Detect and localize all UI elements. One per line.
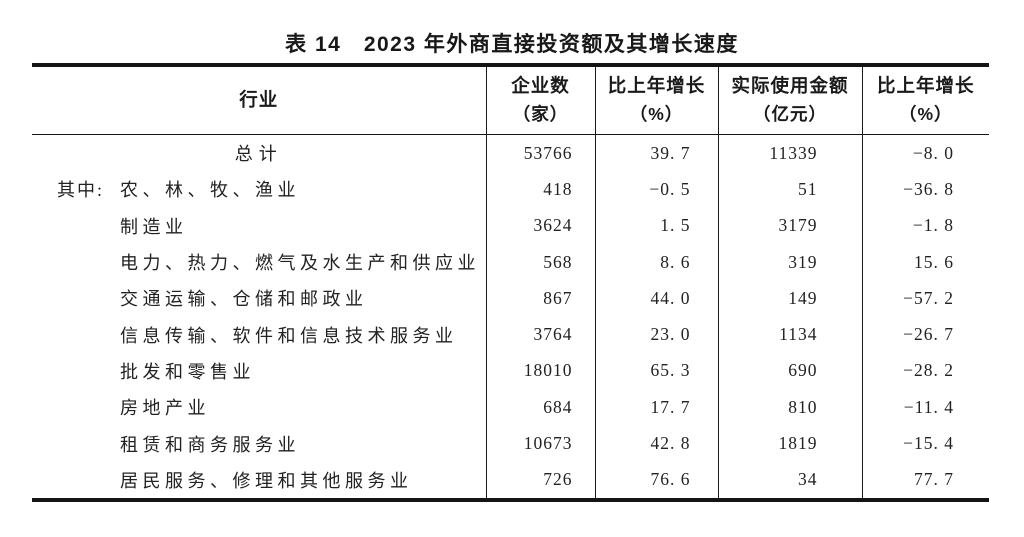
amount-cell: 51 bbox=[717, 171, 862, 208]
enterprises-cell: 867 bbox=[485, 280, 595, 317]
amount-growth-yoy-cell: −8. 0 bbox=[861, 134, 989, 172]
table-row: 制造业 3624 1. 5 3179 −1. 8 bbox=[32, 207, 989, 244]
growth-yoy-cell: 44. 0 bbox=[594, 280, 718, 317]
amount-growth-yoy-cell: −28. 2 bbox=[861, 352, 989, 390]
column-header-growth-yoy: 比上年增长 （%） bbox=[594, 65, 718, 135]
industry-cell: 房地产业 bbox=[120, 398, 210, 419]
industry-cell: 电力、热力、燃气及水生产和供应业 bbox=[120, 253, 480, 274]
amount-growth-yoy-cell: 77. 7 bbox=[861, 461, 989, 500]
enterprises-cell: 568 bbox=[485, 243, 595, 281]
header-row: 行业 企业数 （家） 比上年增长 （%） 实际使用金额 （亿元） 比上年增长 （… bbox=[32, 65, 989, 135]
amount-cell: 810 bbox=[717, 389, 862, 426]
growth-yoy-cell: −0. 5 bbox=[594, 171, 718, 208]
table-row: 总计 53766 39. 7 11339 −8. 0 bbox=[32, 134, 989, 172]
table-row: 居民服务、修理和其他服务业 726 76. 6 34 77. 7 bbox=[32, 461, 989, 500]
row-prefix: 其中: bbox=[57, 180, 105, 201]
industry-cell: 租赁和商务服务业 bbox=[120, 434, 300, 455]
amount-cell: 1134 bbox=[717, 316, 862, 353]
table-row: 电力、热力、燃气及水生产和供应业 568 8. 6 319 15. 6 bbox=[32, 243, 989, 281]
industry-cell: 交通运输、仓储和邮政业 bbox=[120, 289, 368, 310]
growth-yoy-cell: 17. 7 bbox=[594, 389, 718, 426]
enterprises-cell: 10673 bbox=[485, 425, 595, 462]
amount-cell: 3179 bbox=[717, 207, 862, 244]
amount-cell: 319 bbox=[717, 243, 862, 281]
amount-growth-yoy-cell: −11. 4 bbox=[861, 389, 989, 426]
table-row: 信息传输、软件和信息技术服务业 3764 23. 0 1134 −26. 7 bbox=[32, 316, 989, 353]
industry-cell: 信息传输、软件和信息技术服务业 bbox=[120, 325, 458, 346]
column-header-industry: 行业 bbox=[32, 65, 486, 135]
enterprises-cell: 418 bbox=[485, 171, 595, 208]
industry-cell: 制造业 bbox=[120, 216, 188, 237]
amount-growth-yoy-cell: 15. 6 bbox=[861, 243, 989, 281]
amount-growth-yoy-cell: −26. 7 bbox=[861, 316, 989, 353]
table-row: 房地产业 684 17. 7 810 −11. 4 bbox=[32, 389, 989, 426]
fdi-table: 行业 企业数 （家） 比上年增长 （%） 实际使用金额 （亿元） 比上年增长 （… bbox=[32, 63, 989, 502]
table-row: 交通运输、仓储和邮政业 867 44. 0 149 −57. 2 bbox=[32, 280, 989, 317]
amount-growth-yoy-cell: −15. 4 bbox=[861, 425, 989, 462]
amount-growth-yoy-cell: −1. 8 bbox=[861, 207, 989, 244]
table-row: 批发和零售业 18010 65. 3 690 −28. 2 bbox=[32, 352, 989, 390]
industry-cell: 其中: 农、林、牧、渔业 bbox=[32, 171, 486, 207]
amount-cell: 34 bbox=[717, 461, 862, 500]
table-row: 其中: 农、林、牧、渔业 418 −0. 5 51 −36. 8 bbox=[32, 171, 989, 208]
enterprises-cell: 3624 bbox=[485, 207, 595, 244]
enterprises-cell: 684 bbox=[485, 389, 595, 426]
growth-yoy-cell: 8. 6 bbox=[594, 243, 718, 281]
amount-growth-yoy-cell: −57. 2 bbox=[861, 280, 989, 317]
amount-growth-yoy-cell: −36. 8 bbox=[861, 171, 989, 208]
column-header-enterprises: 企业数 （家） bbox=[485, 65, 595, 135]
growth-yoy-cell: 39. 7 bbox=[594, 134, 718, 172]
amount-cell: 149 bbox=[717, 280, 862, 317]
amount-cell: 11339 bbox=[717, 134, 862, 172]
table-title: 表 14 2023 年外商直接投资额及其增长速度 bbox=[285, 33, 739, 56]
growth-yoy-cell: 42. 8 bbox=[594, 425, 718, 462]
column-header-actual-amount: 实际使用金额 （亿元） bbox=[717, 65, 862, 135]
column-header-amount-growth-yoy: 比上年增长 （%） bbox=[861, 65, 989, 135]
enterprises-cell: 726 bbox=[485, 461, 595, 500]
industry-cell: 居民服务、修理和其他服务业 bbox=[120, 470, 413, 491]
amount-cell: 690 bbox=[717, 352, 862, 390]
column-header-industry-label: 行业 bbox=[239, 89, 279, 110]
amount-cell: 1819 bbox=[717, 425, 862, 462]
enterprises-cell: 3764 bbox=[485, 316, 595, 353]
growth-yoy-cell: 1. 5 bbox=[594, 207, 718, 244]
enterprises-cell: 53766 bbox=[485, 134, 595, 172]
growth-yoy-cell: 23. 0 bbox=[594, 316, 718, 353]
growth-yoy-cell: 65. 3 bbox=[594, 352, 718, 390]
growth-yoy-cell: 76. 6 bbox=[594, 461, 718, 500]
enterprises-cell: 18010 bbox=[485, 352, 595, 390]
industry-label: 农、林、牧、渔业 bbox=[120, 180, 300, 201]
industry-cell: 批发和零售业 bbox=[120, 361, 255, 382]
industry-cell: 总计 bbox=[234, 144, 283, 165]
table-row: 租赁和商务服务业 10673 42. 8 1819 −15. 4 bbox=[32, 425, 989, 462]
